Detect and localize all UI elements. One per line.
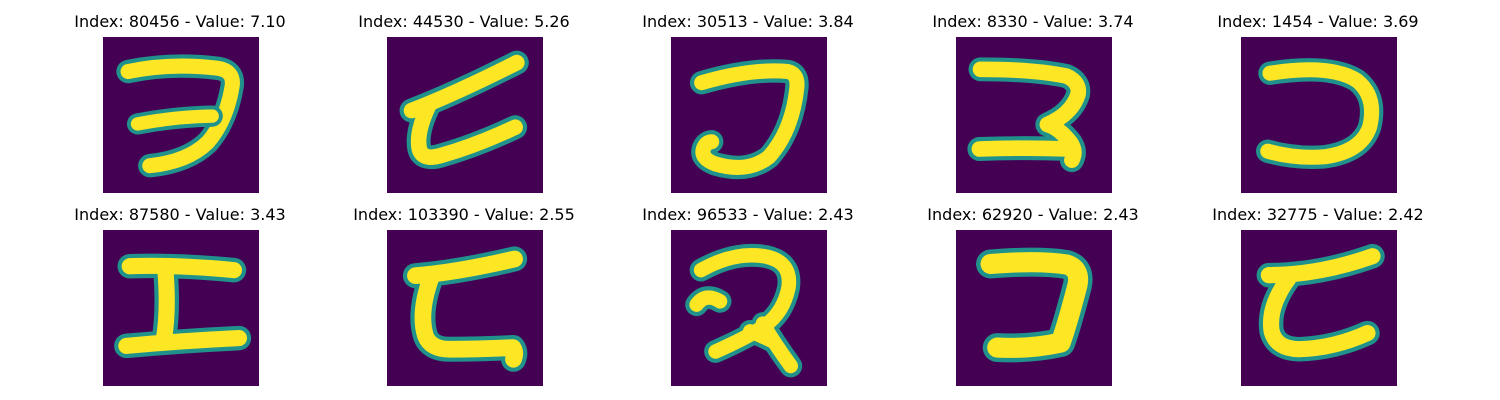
glyph-two-loop-like — [671, 230, 827, 386]
glyph-zeta-like — [387, 37, 543, 193]
panel-1: Index: 80456 - Value: 7.10 — [30, 0, 330, 193]
panel-title: Index: 103390 - Value: 2.55 — [353, 205, 575, 224]
panel-8: Index: 96533 - Value: 2.43 — [598, 193, 898, 386]
digit-image — [671, 37, 827, 193]
panel-title: Index: 1454 - Value: 3.69 — [1217, 12, 1419, 31]
panel-title: Index: 87580 - Value: 3.43 — [74, 205, 286, 224]
glyph-z-like — [956, 37, 1112, 193]
panel-title: Index: 32775 - Value: 2.42 — [1212, 205, 1424, 224]
panel-2: Index: 44530 - Value: 5.26 — [314, 0, 614, 193]
panel-6: Index: 87580 - Value: 3.43 — [30, 193, 330, 386]
digit-image — [956, 37, 1112, 193]
glyph-i-beam-like — [103, 230, 259, 386]
panel-10: Index: 32775 - Value: 2.42 — [1168, 193, 1468, 386]
glyph-seven-like — [103, 37, 259, 193]
panel-title: Index: 62920 - Value: 2.43 — [927, 205, 1139, 224]
panel-3: Index: 30513 - Value: 3.84 — [598, 0, 898, 193]
digit-image — [671, 230, 827, 386]
glyph-c-ribbon-like — [1241, 230, 1397, 386]
panel-title: Index: 8330 - Value: 3.74 — [932, 12, 1134, 31]
glyph-c-tail-like — [387, 230, 543, 386]
digit-image — [103, 230, 259, 386]
digit-image — [103, 37, 259, 193]
digit-image — [1241, 230, 1397, 386]
panel-5: Index: 1454 - Value: 3.69 — [1168, 0, 1468, 193]
panel-7: Index: 103390 - Value: 2.55 — [314, 193, 614, 386]
panel-title: Index: 96533 - Value: 2.43 — [642, 205, 854, 224]
glyph-j-like — [671, 37, 827, 193]
panel-title: Index: 80456 - Value: 7.10 — [74, 12, 286, 31]
panel-9: Index: 62920 - Value: 2.43 — [883, 193, 1183, 386]
digit-image — [1241, 37, 1397, 193]
glyph-reverse-c-like — [1241, 37, 1397, 193]
panel-title: Index: 44530 - Value: 5.26 — [358, 12, 570, 31]
digit-image — [387, 230, 543, 386]
glyph-bold-z-like — [956, 230, 1112, 386]
panel-4: Index: 8330 - Value: 3.74 — [883, 0, 1183, 193]
panel-title: Index: 30513 - Value: 3.84 — [642, 12, 854, 31]
digit-image — [387, 37, 543, 193]
digit-image — [956, 230, 1112, 386]
